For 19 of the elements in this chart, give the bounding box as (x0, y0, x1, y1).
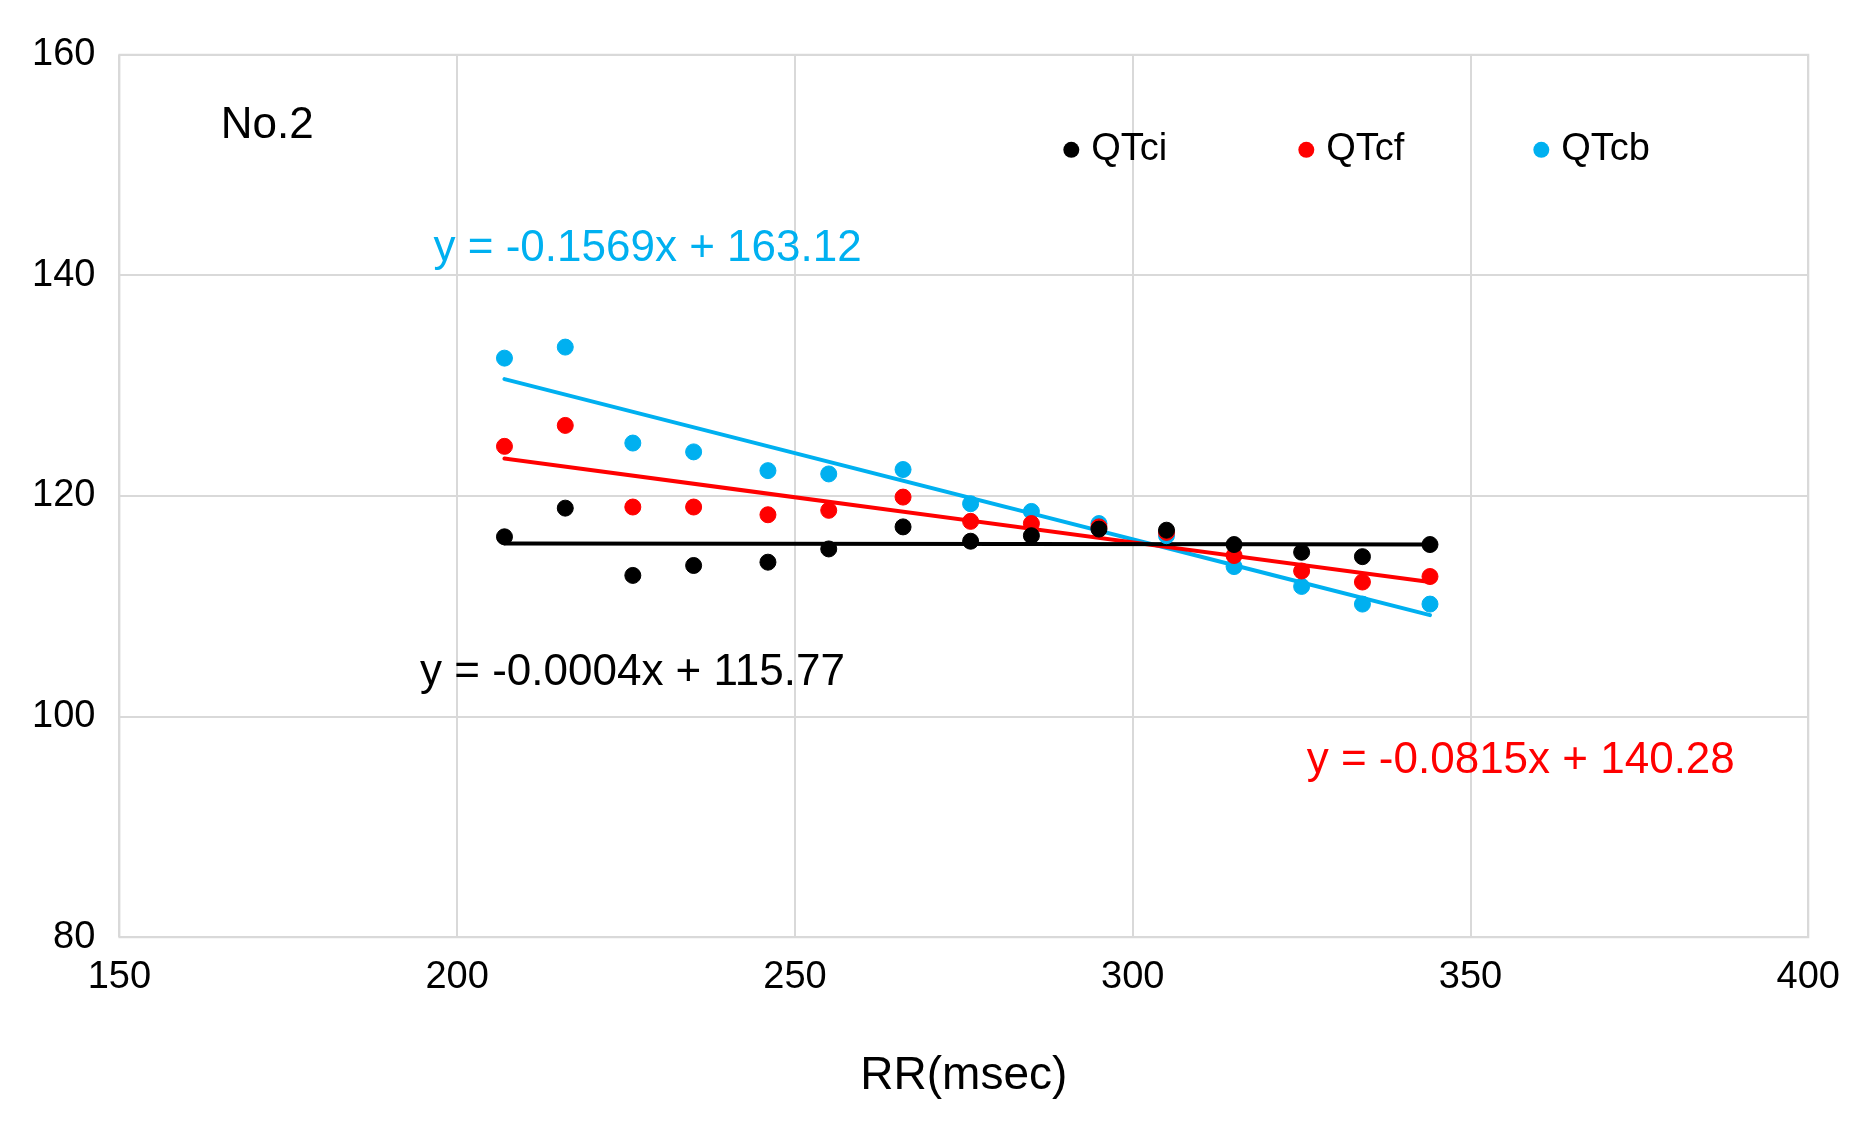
x-tick-label: 400 (1776, 954, 1840, 997)
annotation: y = -0.1569x + 163.12 (433, 221, 862, 271)
y-tick-label: 100 (32, 693, 96, 736)
x-tick-label: 200 (425, 954, 489, 997)
y-tick-label: 80 (53, 913, 96, 956)
annotation: No.2 (220, 97, 314, 147)
y-tick-label: 140 (32, 251, 96, 294)
annotation: y = -0.0815x + 140.28 (1306, 732, 1735, 782)
x-tick-label: 350 (1438, 954, 1503, 997)
x-axis-title: RR(msec) (860, 1047, 1068, 1100)
legend-label: QTcb (1561, 126, 1650, 169)
y-tick-label: 120 (32, 472, 96, 515)
annotation: y = -0.0004x + 115.77 (420, 644, 845, 694)
x-tick-label: 300 (1101, 954, 1165, 997)
y-tick-label: 160 (32, 31, 96, 74)
x-tick-label: 150 (87, 954, 152, 997)
legend-label: QTcf (1326, 126, 1405, 169)
x-tick-label: 250 (763, 954, 827, 997)
legend-label: QTci (1091, 126, 1168, 169)
